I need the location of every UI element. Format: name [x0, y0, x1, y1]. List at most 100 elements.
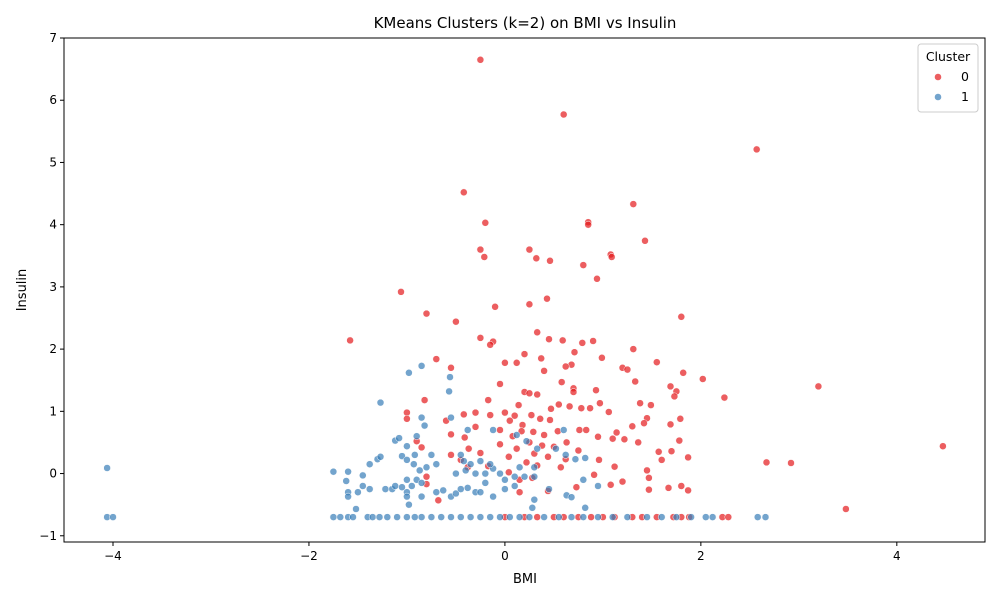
scatter-point-cluster-0 [533, 513, 541, 521]
scatter-point-cluster-1 [329, 467, 338, 476]
y-tick-label: 7 [49, 31, 57, 45]
scatter-point-cluster-0 [505, 453, 513, 461]
scatter-point-cluster-0 [562, 438, 571, 447]
scatter-point-cluster-1 [103, 464, 111, 472]
scatter-point-cluster-0 [592, 386, 600, 394]
scatter-point-cluster-0 [558, 336, 567, 345]
scatter-point-cluster-0 [476, 334, 485, 342]
scatter-point-cluster-1 [486, 513, 494, 521]
scatter-point-cluster-0 [620, 435, 629, 444]
scatter-point-cluster-1 [672, 513, 681, 521]
scatter-point-cluster-1 [481, 479, 490, 487]
scatter-point-cluster-1 [522, 437, 531, 445]
scatter-point-cluster-0 [346, 336, 354, 345]
scatter-point-cluster-1 [395, 434, 403, 442]
scatter-point-cluster-0 [720, 393, 729, 402]
scatter-point-cluster-1 [567, 513, 576, 521]
scatter-point-cluster-0 [578, 339, 587, 347]
scatter-point-cluster-0 [607, 253, 616, 261]
scatter-point-cluster-1 [520, 472, 529, 481]
scatter-point-cluster-0 [676, 415, 685, 423]
scatter-point-cluster-1 [439, 486, 447, 495]
scatter-point-cluster-0 [486, 341, 494, 349]
scatter-point-cluster-0 [589, 337, 597, 345]
scatter-point-cluster-1 [567, 493, 576, 501]
scatter-point-cluster-1 [405, 369, 413, 377]
scatter-point-cluster-0 [594, 433, 602, 441]
plot-frame [63, 37, 986, 543]
scatter-point-cluster-1 [109, 513, 117, 521]
scatter-point-cluster-1 [417, 513, 426, 521]
scatter-point-cluster-0 [476, 449, 485, 457]
scatter-point-cluster-1 [336, 513, 345, 521]
scatter-point-cluster-0 [653, 358, 661, 366]
y-tick-label: 2 [49, 342, 57, 356]
scatter-point-cluster-1 [510, 472, 519, 481]
scatter-point-cluster-0 [555, 400, 563, 409]
scatter-point-cluster-0 [577, 404, 586, 412]
x-tick-label: 0 [501, 549, 509, 563]
scatter-point-cluster-0 [670, 392, 679, 401]
scatter-point-cluster-1 [501, 476, 509, 484]
scatter-point-cluster-1 [365, 460, 374, 468]
scatter-point-cluster-0 [496, 380, 504, 388]
scatter-point-cluster-0 [527, 411, 536, 419]
scatter-point-cluster-1 [533, 444, 541, 453]
scatter-point-cluster-0 [397, 288, 405, 296]
scatter-point-cluster-1 [415, 466, 424, 475]
y-tick-label: 0 [49, 467, 57, 481]
scatter-point-cluster-1 [476, 513, 485, 521]
scatter-point-cluster-1 [530, 463, 539, 472]
scatter-point-cluster-0 [634, 438, 642, 447]
scatter-point-cluster-1 [417, 362, 426, 370]
scatter-point-cluster-0 [762, 458, 771, 467]
legend-label: 0 [961, 69, 969, 84]
scatter-point-cluster-1 [427, 451, 436, 459]
points-layer [103, 56, 947, 521]
scatter-point-cluster-0 [557, 463, 565, 472]
scatter-point-cluster-1 [623, 513, 632, 521]
scatter-point-cluster-0 [447, 364, 455, 372]
scatter-point-cluster-0 [557, 378, 566, 386]
scatter-point-cluster-0 [403, 415, 411, 423]
scatter-point-cluster-0 [677, 482, 686, 490]
scatter-point-cluster-0 [512, 359, 521, 367]
y-axis: −1 0 1 2 3 4 5 6 7 [39, 31, 64, 543]
scatter-point-cluster-0 [505, 468, 513, 477]
scatter-point-cluster-1 [489, 492, 497, 501]
scatter-point-cluster-1 [486, 460, 494, 468]
scatter-point-cluster-1 [581, 504, 589, 512]
scatter-point-cluster-1 [420, 421, 429, 430]
scatter-point-cluster-1 [352, 505, 360, 513]
scatter-point-cluster-0 [605, 408, 613, 416]
y-tick-label: 3 [49, 280, 57, 294]
scatter-point-cluster-0 [664, 484, 673, 492]
scatter-point-cluster-0 [590, 471, 598, 479]
y-tick-label: 6 [49, 93, 57, 107]
scatter-point-cluster-1 [403, 492, 411, 501]
x-axis-label: BMI [513, 572, 537, 587]
scatter-point-cluster-0 [546, 416, 554, 424]
legend-box [917, 43, 979, 113]
scatter-point-cluster-1 [432, 460, 441, 468]
scatter-point-cluster-0 [512, 444, 521, 453]
scatter-point-cluster-0 [675, 436, 684, 445]
scatter-point-cluster-0 [520, 350, 529, 358]
scatter-point-cluster-0 [518, 421, 527, 429]
scatter-point-cluster-1 [383, 513, 392, 521]
scatter-point-cluster-1 [525, 513, 534, 521]
scatter-point-cluster-1 [381, 485, 390, 493]
scatter-point-cluster-1 [432, 488, 441, 496]
scatter-point-cluster-0 [647, 401, 655, 409]
y-tick-label: 5 [49, 155, 57, 169]
scatter-point-cluster-1 [753, 513, 762, 521]
scatter-point-cluster-1 [481, 469, 490, 478]
scatter-point-cluster-1 [581, 454, 589, 462]
scatter-point-cluster-0 [629, 345, 638, 353]
scatter-point-cluster-1 [579, 476, 588, 484]
scatter-point-cluster-1 [408, 482, 416, 490]
scatter-point-cluster-1 [410, 460, 418, 468]
scatter-point-cluster-0 [544, 453, 552, 461]
scatter-point-cluster-0 [547, 405, 555, 413]
scatter-point-cluster-0 [643, 466, 651, 475]
